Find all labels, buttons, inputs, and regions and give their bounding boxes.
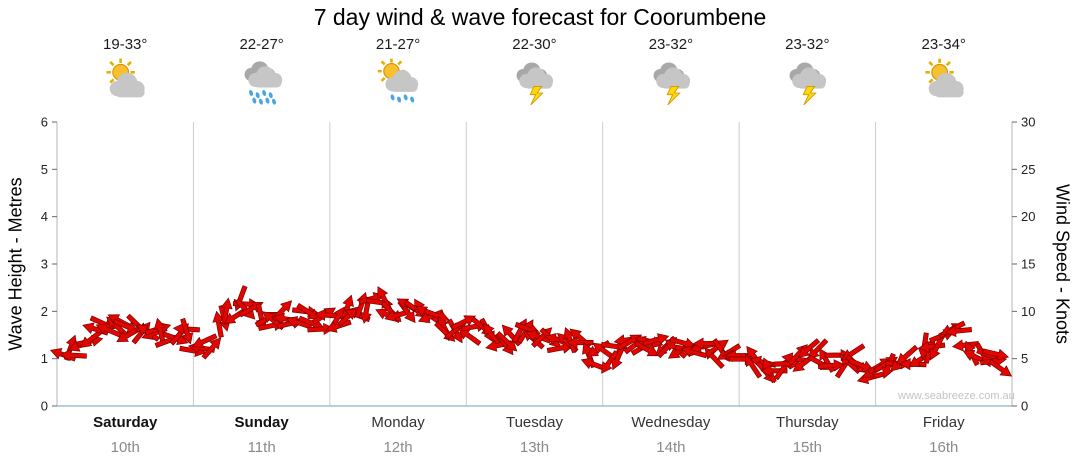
- right-tick-label: 25: [1021, 162, 1035, 177]
- day-label-column: Tuesday 13th: [466, 414, 602, 456]
- right-tick-label: 30: [1021, 115, 1035, 130]
- day-column: 23-32°: [739, 36, 875, 105]
- day-label-column: Sunday 11th: [193, 414, 329, 456]
- right-tick-label: 15: [1021, 257, 1035, 272]
- right-tick-label: 5: [1021, 351, 1028, 366]
- left-tick-label: 5: [41, 162, 48, 177]
- day-name: Tuesday: [505, 414, 563, 431]
- day-date: 12th: [383, 439, 413, 456]
- left-tick-label: 4: [41, 209, 48, 224]
- day-column: 22-27°: [193, 36, 329, 105]
- day-column: 21-27°: [330, 36, 466, 105]
- day-label-column: Saturday 10th: [57, 414, 193, 456]
- day-temp-range: 22-27°: [239, 36, 284, 53]
- day-temp-range: 23-34°: [921, 36, 966, 53]
- day-label-column: Friday 16th: [876, 414, 1012, 456]
- day-temp-range: 22-30°: [512, 36, 557, 53]
- day-column: 22-30°: [466, 36, 602, 105]
- day-temp-range: 19-33°: [103, 36, 148, 53]
- day-temp-range: 23-32°: [648, 36, 694, 53]
- left-tick-label: 3: [41, 257, 48, 272]
- left-tick-label: 0: [41, 399, 48, 414]
- day-name: Wednesday: [631, 414, 711, 431]
- day-column: 23-32°: [603, 36, 739, 105]
- right-tick-label: 20: [1021, 209, 1035, 224]
- day-date: 14th: [656, 439, 686, 456]
- day-column: 19-33°: [57, 36, 193, 105]
- day-name: Saturday: [93, 414, 158, 431]
- day-name: Friday: [922, 414, 965, 431]
- left-tick-label: 6: [41, 115, 48, 130]
- day-headers: 19-33° 22-27° 21-27° 22-30° 23-32° 23-32° 23-3…: [57, 36, 1012, 105]
- day-date: 15th: [792, 439, 822, 456]
- day-name: Sunday: [234, 414, 289, 431]
- right-tick-label: 0: [1021, 399, 1028, 414]
- day-label-column: Monday 12th: [330, 414, 466, 456]
- day-name: Monday: [371, 414, 425, 431]
- day-label-column: Wednesday 14th: [603, 414, 739, 456]
- left-tick-label: 2: [41, 304, 48, 319]
- watermark: www.seabreeze.com.au: [897, 390, 1015, 402]
- day-date: 16th: [929, 439, 959, 456]
- right-tick-label: 10: [1021, 304, 1035, 319]
- day-temp-range: 23-32°: [785, 36, 830, 53]
- page-title: 7 day wind & wave forecast for Coorumben…: [313, 4, 767, 30]
- day-label-column: Thursday 15th: [739, 414, 875, 456]
- day-date: 10th: [110, 439, 140, 456]
- day-column: 23-34°: [876, 36, 1012, 105]
- wind-arrows-series: [49, 285, 1013, 385]
- x-axis-day-labels: Saturday 10th Sunday 11th Monday 12th Tuesday 1…: [57, 414, 1012, 456]
- day-date: 11th: [247, 439, 276, 456]
- day-date: 13th: [519, 439, 550, 456]
- left-tick-label: 1: [41, 351, 48, 366]
- day-temp-range: 21-27°: [375, 36, 421, 53]
- day-name: Thursday: [776, 414, 839, 431]
